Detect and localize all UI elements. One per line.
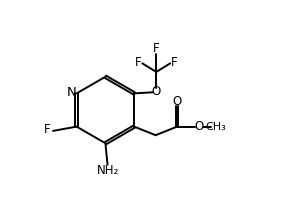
Text: F: F (44, 123, 51, 136)
Text: O: O (173, 95, 182, 108)
Text: NH₂: NH₂ (96, 164, 119, 177)
Text: F: F (135, 56, 142, 69)
Text: F: F (153, 42, 160, 55)
Text: CH₃: CH₃ (206, 122, 226, 132)
Text: O: O (194, 120, 204, 133)
Text: N: N (67, 86, 77, 99)
Text: F: F (171, 56, 177, 69)
Text: O: O (152, 85, 161, 98)
